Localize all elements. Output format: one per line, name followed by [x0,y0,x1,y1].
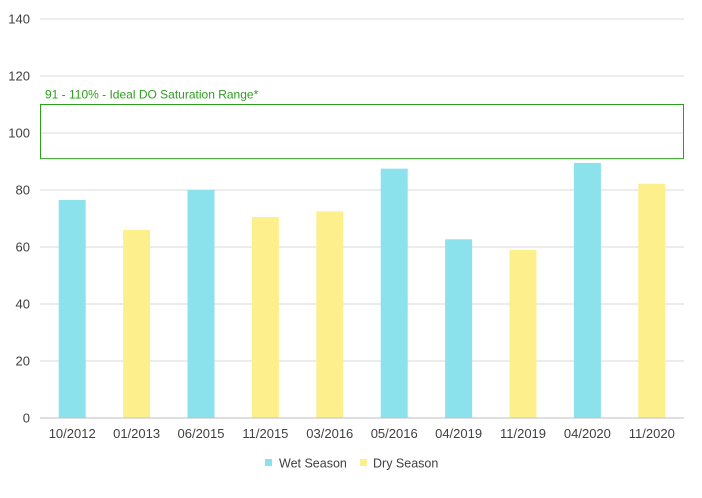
y-tick-label: 120 [8,69,30,84]
y-tick-label: 40 [16,297,30,312]
legend-label-dry-season: Dry Season [373,457,438,471]
y-tick-label: 20 [16,354,30,369]
y-tick-label: 60 [16,240,30,255]
y-axis-tick-labels: 0 20 40 60 80 100 120 140 [8,12,30,426]
legend-swatch-dry-season [360,459,367,466]
legend: Wet Season Dry Season [265,457,438,471]
bar-10-2012 [58,199,86,418]
ideal-range-band: 91 - 110% - Ideal DO Saturation Range* [40,88,684,160]
x-tick-label: 11/2019 [500,426,546,441]
x-tick-label: 03/2016 [306,426,353,441]
y-tick-label: 0 [23,411,30,426]
x-tick-label: 06/2015 [178,426,225,441]
ideal-range-label: 91 - 110% - Ideal DO Saturation Range* [45,88,259,102]
bar-04-2019 [445,239,473,418]
x-tick-label: 04/2020 [564,426,611,441]
x-axis-tick-labels: 10/2012 01/2013 06/2015 11/2015 03/2016 05/20… [49,426,675,441]
x-tick-label: 04/2019 [435,426,482,441]
bar-04-2020 [573,162,601,418]
y-tick-label: 140 [8,12,30,27]
x-tick-label: 01/2013 [113,426,160,441]
bar-03-2016 [316,211,344,418]
bar-06-2015 [187,190,215,418]
bars [58,162,666,418]
bar-11-2019 [509,249,537,418]
y-tick-label: 100 [8,126,30,141]
bar-11-2020 [638,183,666,418]
bar-11-2015 [251,217,279,418]
bar-01-2013 [123,229,151,418]
legend-label-wet-season: Wet Season [279,457,347,471]
x-tick-label: 11/2015 [242,426,288,441]
ideal-range-rect [40,104,684,160]
x-tick-label: 10/2012 [49,426,96,441]
legend-swatch-wet-season [265,459,272,466]
x-tick-label: 11/2020 [629,426,675,441]
x-tick-label: 05/2016 [371,426,418,441]
y-tick-label: 80 [16,183,30,198]
bar-05-2016 [380,168,408,418]
